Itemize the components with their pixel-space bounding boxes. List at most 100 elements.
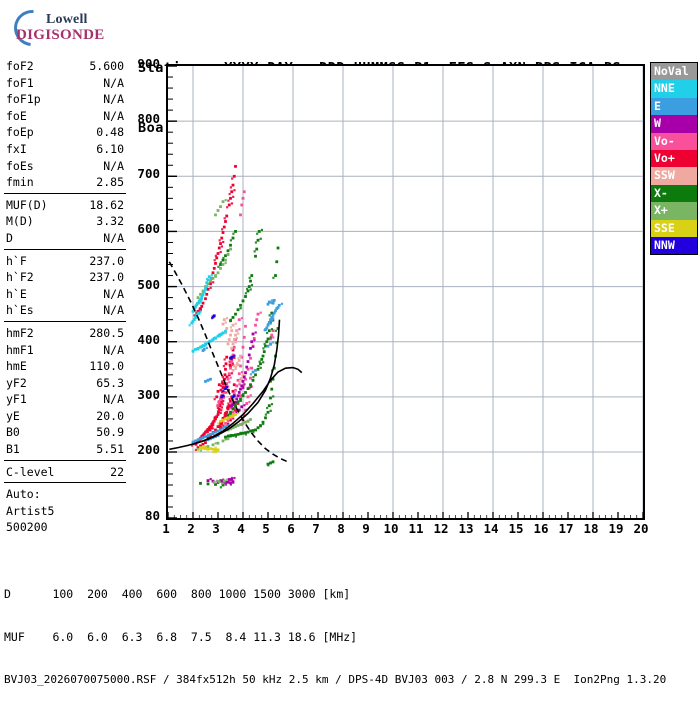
param-row: yE 20.0 [4,408,126,425]
param-key: fxI [6,141,27,156]
param-row: B0 50.9 [4,424,126,441]
param-divider [4,320,126,322]
legend-swatch-noval: NoVal [651,63,697,81]
legend-swatch-w: W [651,115,697,133]
param-value: N/A [103,75,124,90]
param-key: foEp [6,125,34,140]
legend-swatch-e: E [651,97,697,116]
param-value: 237.0 [89,270,124,285]
param-key: hmF1 [6,342,34,357]
param-value: 50.9 [96,425,124,440]
param-value: N/A [103,108,124,123]
param-row: foE N/A [4,108,126,125]
x-tick-label: 11 [408,521,424,536]
param-row: foF1p N/A [4,91,126,108]
footer-muf-row: MUF 6.0 6.0 6.3 6.8 7.5 8.4 11.3 18.6 [M… [4,630,358,645]
param-key: fmin [6,175,34,190]
param-row: C-level 22 [4,464,126,481]
param-key: yE [6,408,20,423]
param-value: 5.51 [96,442,124,457]
series-nne [188,274,227,353]
param-key: D [6,230,13,245]
param-row: fmin 2.85 [4,174,126,191]
param-key: C-level [6,464,55,479]
param-key: M(D) [6,214,34,229]
series-sse [197,411,240,454]
param-value: 5.600 [89,59,124,73]
param-row: foF2 5.600 [4,58,126,75]
param-value: 2.85 [96,175,124,190]
param-value: N/A [103,303,124,318]
param-key: B0 [6,425,20,440]
param-value: 3.32 [96,214,124,229]
logo-line2: DIGISONDE [16,27,105,43]
param-row: yF2 65.3 [4,375,126,392]
ionogram-canvas [168,66,643,518]
legend-swatch-vo: Vo- [651,132,697,150]
param-value: N/A [103,392,124,407]
param-key: foE [6,108,27,123]
footer-info: D 100 200 400 600 800 1000 1500 3000 [km… [4,558,666,702]
param-key: MUF(D) [6,197,48,212]
param-divider [4,248,126,250]
param-row: fxI 6.10 [4,141,126,158]
y-tick-label: 300 [137,386,160,402]
legend-swatch-nnw: NNW [651,236,697,255]
x-tick-label: 15 [508,521,524,536]
param-key: yF2 [6,375,27,390]
gridlines [168,66,643,518]
y-tick-label: 900 [137,56,160,71]
legend-swatch-nne: NNE [651,80,697,98]
legend-swatch-vo: Vo+ [651,149,697,168]
param-key: Artist5 [6,503,55,518]
param-key: foEs [6,158,34,173]
param-row: hmE 110.0 [4,358,126,375]
series-nnw [211,314,236,399]
x-tick-label: 8 [337,521,345,536]
param-key: 500200 [6,520,48,535]
param-value: 0.48 [96,125,124,140]
param-key: B1 [6,442,20,457]
param-row: yF1 N/A [4,391,126,408]
x-tick-label: 20 [633,521,649,536]
param-row: 500200 [4,519,126,536]
param-key: h`F [6,253,27,268]
param-row: h`F2 237.0 [4,269,126,286]
x-tick-label: 14 [483,521,499,536]
y-tick-label: 800 [137,111,160,127]
x-tick-label: 2 [187,521,195,536]
param-row: M(D) 3.32 [4,213,126,230]
param-value: N/A [103,230,124,245]
y-tick-label: 200 [137,442,160,457]
param-divider [4,192,126,194]
param-key: Auto: [6,487,41,502]
param-row: MUF(D) 18.62 [4,197,126,214]
x-tick-label: 5 [262,521,270,536]
footer-file-row: BVJ03_2026070075000.RSF / 384fx512h 50 k… [4,673,667,687]
y-tick-label: 80 [144,508,160,523]
muf-dashed-curve [168,261,289,463]
param-row: h`Es N/A [4,302,126,319]
legend-swatch-sse: SSE [651,219,697,237]
param-divider [4,482,126,484]
param-value: 22 [110,464,124,479]
param-value: 6.10 [96,141,124,156]
param-key: foF1 [6,75,34,90]
param-row: Auto: [4,486,126,503]
param-value: 110.0 [89,359,124,374]
ionospheric-parameters-panel: foF2 5.600 foF1 N/A foF1p N/A foE N/A foEp 0.48 fx… [4,58,126,536]
param-key: h`Es [6,303,34,318]
ionogram-plot-area[interactable] [166,64,645,520]
polarization-legend: NoVal NNE E W Vo- Vo+ SSW X- X+ SSE NNW [650,62,698,256]
x-tick-label: 18 [583,521,599,536]
param-row: foEp 0.48 [4,124,126,141]
profile-solid-curve-inner [192,366,303,446]
param-row: foEs N/A [4,158,126,175]
param-value: 18.62 [89,197,124,212]
param-key: foF2 [6,59,34,73]
param-value: N/A [103,342,124,357]
param-value: 280.5 [89,325,124,340]
x-ticks [168,512,643,518]
series-ssw [221,317,247,384]
legend-swatch-ssw: SSW [651,167,697,185]
